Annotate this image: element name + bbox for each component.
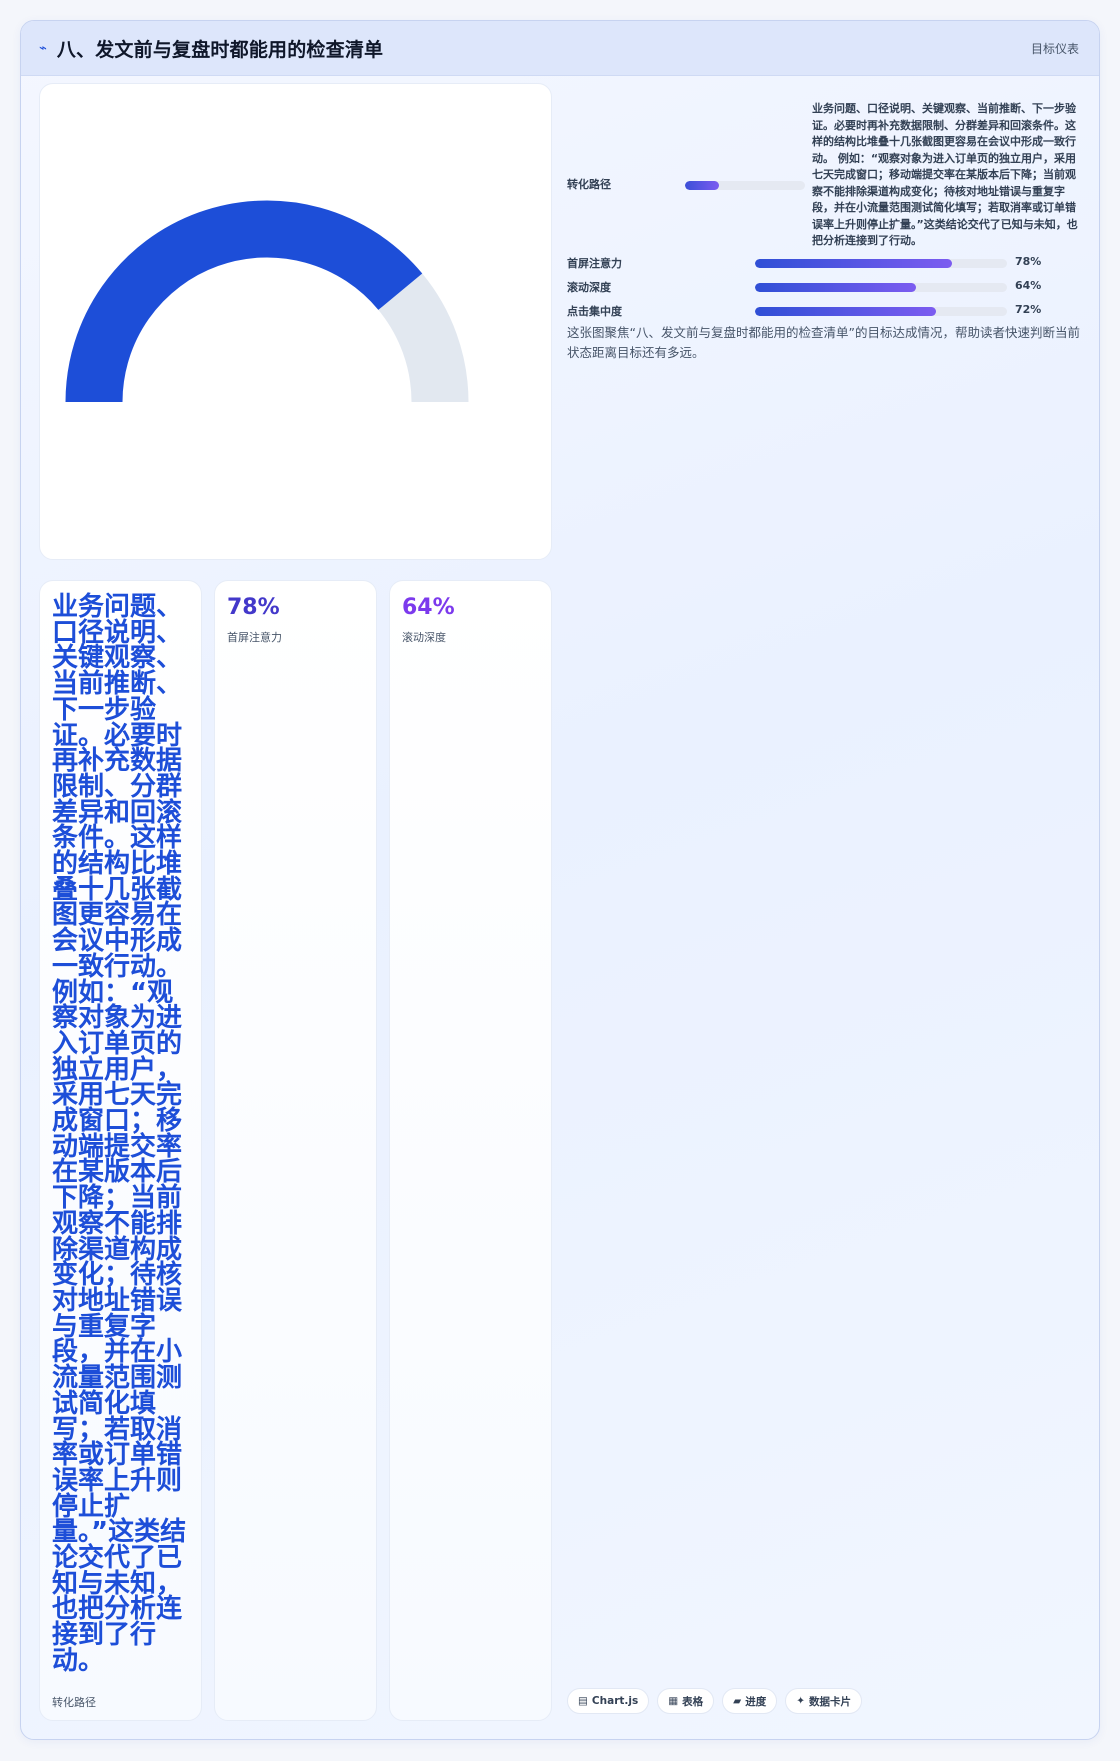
chip-label: 进度 xyxy=(745,1695,767,1708)
funnel-label: 转化路径 xyxy=(567,178,611,191)
library-chips: ▤ Chart.js ▦ 表格 ▰ 进度 ✦ 数据卡片 xyxy=(567,1688,863,1714)
page-title: 八、发文前与复盘时都能用的检查清单 xyxy=(56,38,384,61)
progress-label: 点击集中度 xyxy=(567,305,622,318)
gauge-track xyxy=(377,273,469,403)
funnel-description: 业务问题、口径说明、关键观察、当前推断、下一步验证。必要时再补充数据限制、分群差… xyxy=(812,102,1078,247)
text-card-body: 业务问题、口径说明、关键观察、当前推断、下一步验证。必要时再补充数据限制、分群差… xyxy=(52,592,187,1676)
progress-fill xyxy=(755,259,952,268)
chip-progress[interactable]: ▰ 进度 xyxy=(722,1688,778,1714)
text-card: 业务问题、口径说明、关键观察、当前推断、下一步验证。必要时再补充数据限制、分群差… xyxy=(39,580,202,1721)
chart-line-icon: ⌁ xyxy=(39,40,47,56)
progress-row: 滚动深度 64% xyxy=(567,277,1097,301)
title-group: ⌁ 八、发文前与复盘时都能用的检查清单 xyxy=(39,35,383,62)
progress-track xyxy=(755,259,1007,268)
progress-value: 78% xyxy=(1015,255,1042,268)
progress-fill xyxy=(755,283,917,292)
funnel-fill xyxy=(685,181,719,190)
progress-bars: 首屏注意力 78% 滚动深度 64% 点击集中度 72% xyxy=(567,253,1097,325)
metric-value: 64% xyxy=(402,595,455,620)
progress-row: 首屏注意力 78% xyxy=(567,253,1097,277)
chip-data-card[interactable]: ✦ 数据卡片 xyxy=(785,1688,863,1714)
progress-row: 点击集中度 72% xyxy=(567,301,1097,325)
progress-label: 滚动深度 xyxy=(567,281,611,294)
header-tag: 目标仪表 xyxy=(1030,41,1079,56)
progress-track xyxy=(755,283,1007,292)
text-card-label: 转化路径 xyxy=(52,1696,96,1709)
chip-chartjs[interactable]: ▤ Chart.js xyxy=(567,1688,650,1714)
metric-card: 78% 首屏注意力 xyxy=(214,580,377,1721)
chip-label: Chart.js xyxy=(591,1695,639,1707)
table-icon: ▦ xyxy=(668,1695,679,1707)
sparkle-icon: ✦ xyxy=(796,1695,806,1707)
header-bar: ⌁ 八、发文前与复盘时都能用的检查清单 目标仪表 xyxy=(21,21,1099,76)
chip-table[interactable]: ▦ 表格 xyxy=(657,1688,715,1714)
chip-label: 表格 xyxy=(682,1695,704,1708)
metric-card: 64% 滚动深度 xyxy=(389,580,552,1721)
progress-value: 72% xyxy=(1015,303,1042,316)
progress-fill xyxy=(755,307,937,316)
gauge-fill xyxy=(65,200,423,403)
progress-icon: ▰ xyxy=(733,1695,742,1707)
chart-caption: 这张图聚焦“八、发文前与复盘时都能用的检查清单”的目标达成情况，帮助读者快速判断… xyxy=(567,325,1080,360)
chip-label: 数据卡片 xyxy=(809,1695,852,1708)
gauge-card xyxy=(39,83,552,560)
funnel-row: 转化路径 业务问题、口径说明、关键观察、当前推断、下一步验证。必要时再补充数据限… xyxy=(567,83,1097,248)
metric-label: 滚动深度 xyxy=(402,631,446,644)
progress-label: 首屏注意力 xyxy=(567,257,622,270)
right-panel: 转化路径 业务问题、口径说明、关键观察、当前推断、下一步验证。必要时再补充数据限… xyxy=(567,83,1097,360)
metric-value: 78% xyxy=(227,595,280,620)
metric-label: 首屏注意力 xyxy=(227,631,282,644)
gauge-chart xyxy=(65,200,469,403)
progress-value: 64% xyxy=(1015,279,1042,292)
funnel-track xyxy=(685,181,805,190)
progress-track xyxy=(755,307,1007,316)
chart-icon: ▤ xyxy=(578,1695,588,1707)
